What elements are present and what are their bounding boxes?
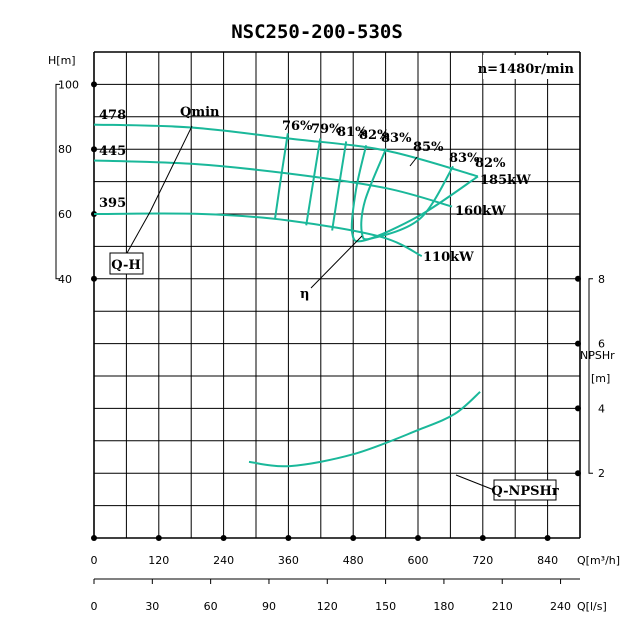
npsh-leader-line	[455, 474, 495, 491]
y2-tick-dot	[575, 405, 581, 412]
x-tick-label: 600	[408, 554, 429, 567]
y-tick-label: 80	[58, 143, 72, 156]
efficiency-curve	[350, 145, 479, 243]
x-tick-label: 840	[537, 554, 558, 567]
qh-label: Q-H	[111, 258, 140, 273]
y-tick-label: 60	[58, 208, 72, 221]
x-tick-label: 120	[148, 554, 169, 567]
npsh-label-box	[493, 479, 557, 501]
x-tick-label: 240	[213, 554, 234, 567]
efficiency-label-right: 83%	[449, 151, 480, 166]
x-tick-dot	[350, 535, 357, 541]
x2-tick-label: 240	[550, 600, 571, 613]
impeller-diameter-label: 478	[99, 108, 126, 123]
speed-label-bg	[483, 55, 576, 79]
x-tick-dot	[479, 535, 486, 541]
x2-tick-label: 120	[317, 600, 338, 613]
y2-tick-label: 2	[598, 467, 605, 480]
x-tick-label: 720	[472, 554, 493, 567]
impeller-diameter-label: 395	[99, 196, 126, 211]
y-tick-label: 40	[58, 273, 72, 286]
power-label: 110kW	[423, 250, 474, 265]
x-axis-label: Q[m³/h]	[577, 554, 620, 567]
qh-curve-445	[93, 159, 453, 208]
y2-axis-scale-bar	[588, 278, 593, 474]
y2-tick-dot	[575, 340, 581, 347]
x2-tick-label: 0	[91, 600, 98, 613]
y-tick-label: 100	[58, 78, 79, 91]
efficiency-label: 76%	[282, 119, 313, 134]
x2-axis-label: Q[l/s]	[577, 600, 607, 613]
efficiency-curve	[360, 148, 454, 241]
y-tick-dot	[91, 275, 97, 282]
qh-leader-line	[126, 211, 151, 254]
qh-curve-395	[93, 212, 423, 258]
x-tick-dot	[91, 535, 97, 541]
efficiency-label: 79%	[311, 122, 342, 137]
efficiency-curve	[273, 133, 289, 220]
speed-label: n=1480r/min	[478, 62, 575, 77]
y2-tick-dot	[575, 275, 581, 282]
power-label: 160kW	[455, 204, 506, 219]
efficiency-label: 83%	[381, 131, 412, 146]
x-tick-dot	[544, 535, 551, 541]
eta-label: η	[300, 287, 309, 302]
efficiency-curve	[331, 141, 348, 231]
x-tick-label: 360	[278, 554, 299, 567]
qmin-leader-line	[149, 125, 193, 213]
qmin-label: Qmin	[180, 105, 220, 120]
eta-leader-line	[310, 235, 363, 289]
impeller-diameter-label: 445	[99, 144, 126, 159]
x-tick-label: 480	[343, 554, 364, 567]
y2-tick-label: 4	[598, 402, 605, 415]
efficiency-label-right: 82%	[475, 156, 506, 171]
y2-axis-label: NPSHr	[580, 349, 615, 362]
chart-title: NSC250-200-530S	[231, 21, 403, 43]
y2-tick-label: 8	[598, 273, 605, 286]
x2-tick-label: 30	[145, 600, 159, 613]
x2-tick-label: 90	[262, 600, 276, 613]
qh-label-box	[109, 252, 144, 275]
x-tick-dot	[155, 535, 162, 541]
npsh-label: Q-NPSHr	[491, 484, 559, 499]
power-label: 185kW	[480, 173, 531, 188]
efficiency-label: 81%	[337, 125, 368, 140]
y2-tick-dot	[575, 470, 581, 477]
efficiency-curve	[305, 138, 322, 226]
y-tick-dot	[91, 146, 97, 153]
x2-tick-label: 150	[375, 600, 396, 613]
x-tick-label: 0	[91, 554, 98, 567]
efficiency-label: 82%	[359, 128, 390, 143]
y2-axis-unit: [m]	[591, 372, 610, 385]
y-axis-label: H[m]	[48, 54, 76, 67]
x2-tick-label: 210	[492, 600, 513, 613]
y-axis-scale-bar	[55, 83, 60, 280]
x2-tick-label: 60	[204, 600, 218, 613]
best-efficiency-pointer	[409, 156, 418, 167]
x-tick-dot	[415, 535, 421, 541]
npsh-curve	[248, 391, 481, 468]
x-tick-dot	[220, 535, 227, 541]
y-tick-dot	[91, 81, 97, 88]
x-tick-dot	[285, 535, 292, 541]
x2-tick-label: 180	[433, 600, 454, 613]
y2-tick-label: 6	[598, 338, 605, 351]
best-efficiency-label: 85%	[413, 140, 444, 155]
